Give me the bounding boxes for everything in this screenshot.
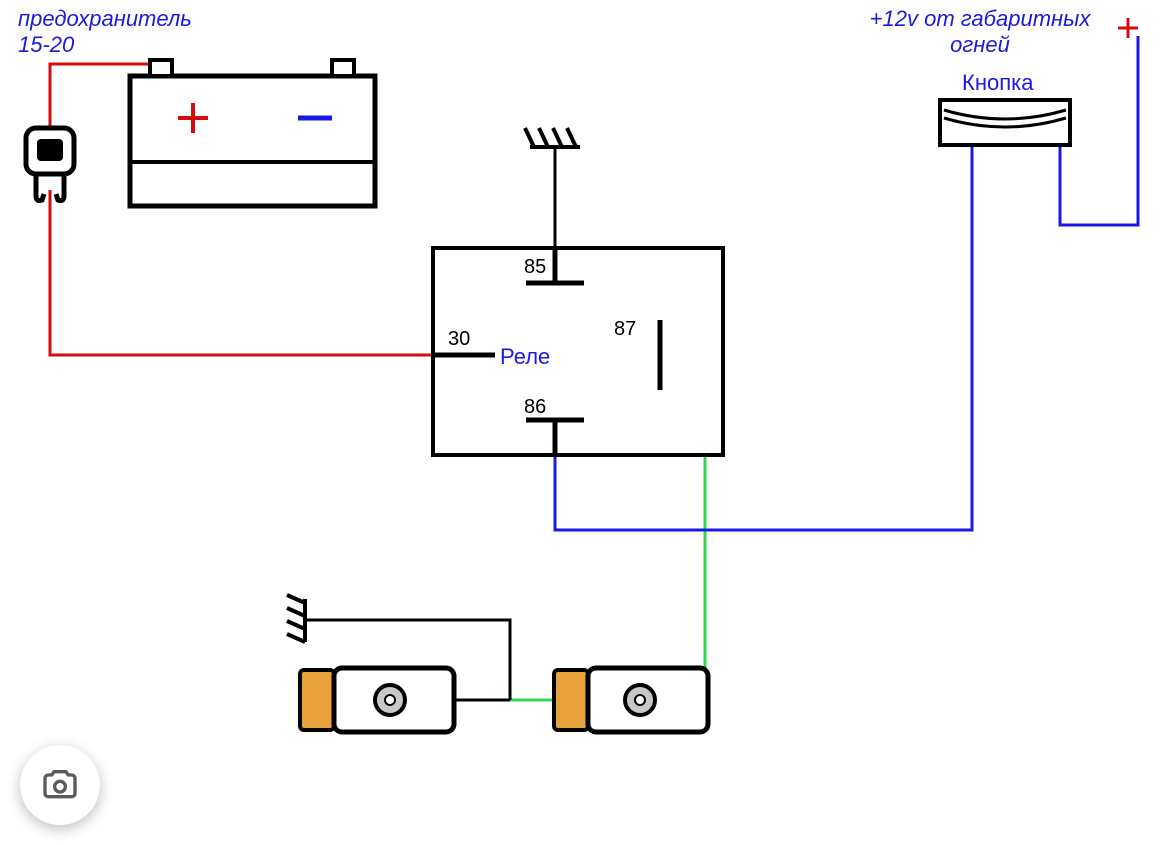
pin30-label: 30 (448, 328, 470, 351)
source-label-line1: +12v от габаритных (850, 6, 1110, 32)
pin86-label: 86 (524, 396, 546, 419)
button-label: Кнопка (962, 70, 1033, 96)
relay-label: Реле (500, 344, 550, 370)
camera-icon (40, 765, 80, 805)
fuse-label-line1: предохранитель (18, 6, 192, 32)
image-search-button[interactable] (20, 745, 100, 825)
wiring-diagram-svg (0, 0, 1170, 845)
ground-lamps-icon (287, 595, 305, 642)
battery-icon (130, 60, 375, 206)
source-label-line2: огней (850, 32, 1110, 58)
relay-icon (433, 248, 723, 455)
switch-icon (940, 100, 1070, 145)
pin85-label: 85 (524, 256, 546, 279)
fuse-label-line2: 15-20 (18, 32, 74, 58)
fuse-icon (26, 128, 74, 201)
pin87-label: 87 (614, 318, 636, 341)
plus-marker (1118, 18, 1138, 38)
lamp-right-icon (554, 668, 708, 732)
diagram-stage: предохранитель 15-20 +12v от габаритных … (0, 0, 1170, 845)
ground-top-icon (525, 128, 580, 147)
lamp-left-icon (300, 668, 454, 732)
